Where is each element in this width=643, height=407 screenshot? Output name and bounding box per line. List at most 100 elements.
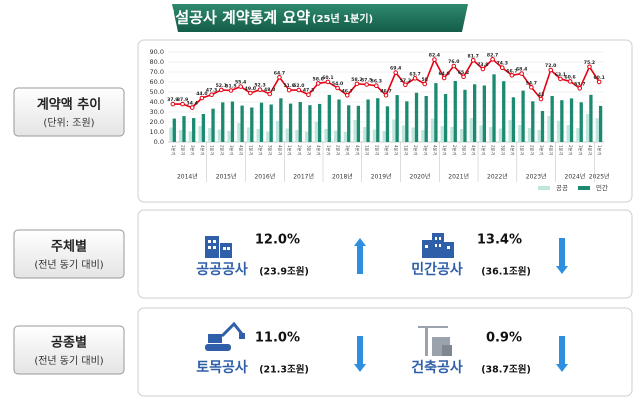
total-marker xyxy=(267,91,273,97)
data-label: 52.0 xyxy=(293,83,304,89)
chart-panel xyxy=(137,39,633,203)
down-arrow xyxy=(556,238,568,274)
up-arrow xyxy=(354,238,366,274)
item-change: 11.0% xyxy=(255,331,300,346)
x-tick-label: 4분기 xyxy=(393,145,400,156)
total-marker xyxy=(529,85,534,90)
bar xyxy=(411,127,415,142)
bar xyxy=(372,129,377,142)
total-marker xyxy=(257,87,263,92)
total-marker xyxy=(277,75,282,80)
year-label: 2025년 xyxy=(589,173,610,181)
bar xyxy=(508,120,512,142)
bar xyxy=(266,131,270,142)
bar xyxy=(595,118,599,142)
section-label: 계약액 추이 (단위: 조원) xyxy=(13,87,125,137)
data-label: 54.7 xyxy=(526,80,537,86)
total-marker xyxy=(228,88,234,93)
bar xyxy=(314,121,318,142)
year-label: 2017년 xyxy=(293,173,314,181)
bar xyxy=(198,126,202,142)
bar xyxy=(550,96,554,142)
y-tick-label: 20.0 xyxy=(150,118,164,126)
bar xyxy=(405,101,409,142)
bar xyxy=(489,127,493,142)
x-tick-label: 1분기 xyxy=(557,145,564,156)
bar xyxy=(414,92,419,142)
item-change: 12.0% xyxy=(255,233,300,248)
bar xyxy=(376,98,380,142)
total-marker xyxy=(189,105,195,110)
bar xyxy=(492,74,496,142)
title-banner xyxy=(172,4,468,32)
bar xyxy=(192,118,196,142)
x-tick-label: 1분기 xyxy=(480,145,487,156)
data-label: 82.7 xyxy=(487,52,498,58)
x-tick-label: 3분기 xyxy=(499,145,506,156)
label-box xyxy=(13,325,125,375)
item-change: 13.4% xyxy=(477,233,522,248)
bar xyxy=(211,108,215,142)
total-marker xyxy=(441,75,447,81)
bar xyxy=(395,95,399,142)
bar xyxy=(201,114,206,142)
bar xyxy=(460,129,464,142)
data-label: 47.3 xyxy=(303,88,314,94)
bar xyxy=(537,130,541,142)
item-name: 공공공사 xyxy=(196,262,248,278)
x-tick-label: 4분기 xyxy=(354,145,361,156)
data-label: 63.7 xyxy=(409,71,420,77)
x-tick-label: 2분기 xyxy=(528,145,535,156)
total-marker xyxy=(296,87,302,93)
data-label: 76.0 xyxy=(448,59,459,65)
bar xyxy=(366,99,370,142)
bar xyxy=(463,89,467,142)
section-subtitle: (전년 동기 대비) xyxy=(34,259,103,271)
bar xyxy=(498,128,503,142)
bar xyxy=(356,105,361,142)
apartment-icon xyxy=(422,233,454,258)
y-tick-label: 90.0 xyxy=(150,48,164,56)
legend-swatch xyxy=(538,186,550,190)
item-amount: (23.9조원) xyxy=(259,266,309,278)
legend-label: 공공 xyxy=(556,184,568,192)
bar xyxy=(327,94,331,142)
bar xyxy=(589,94,593,142)
bar xyxy=(237,123,241,142)
x-tick-label: 3분기 xyxy=(461,145,468,156)
total-marker xyxy=(286,87,292,93)
bar xyxy=(343,132,348,142)
bar xyxy=(347,105,351,142)
bar xyxy=(172,118,176,142)
x-tick-label: 4분기 xyxy=(548,145,555,156)
bar xyxy=(469,118,474,142)
total-marker xyxy=(218,87,224,93)
x-tick-label: 3분기 xyxy=(344,145,351,156)
subtitle: (25년 1분기) xyxy=(312,12,373,25)
year-label: 2021년 xyxy=(448,173,469,181)
x-tick-label: 2분기 xyxy=(373,145,380,156)
total-marker xyxy=(519,71,524,76)
label-box xyxy=(13,87,125,137)
year-label: 2020년 xyxy=(410,173,431,181)
x-tick-label: 3분기 xyxy=(228,145,235,156)
bar xyxy=(337,99,341,142)
x-tick-label: 4분기 xyxy=(238,145,245,156)
data-label: 73.0 xyxy=(477,62,488,68)
bar xyxy=(450,127,454,142)
bar xyxy=(424,96,428,142)
label-box xyxy=(13,229,125,279)
x-tick-label: 2분기 xyxy=(335,145,342,156)
data-label: 52.1 xyxy=(216,83,227,89)
year-label: 2019년 xyxy=(371,173,392,181)
data-label: 60.1 xyxy=(593,75,604,81)
bar xyxy=(385,106,390,142)
x-tick-label: 1분기 xyxy=(519,145,526,156)
total-marker xyxy=(422,81,428,87)
x-tick-label: 1분기 xyxy=(247,145,254,156)
total-marker xyxy=(248,90,253,96)
total-marker xyxy=(509,73,515,78)
data-label: 56.3 xyxy=(371,79,382,85)
data-label: 52.3 xyxy=(254,83,265,89)
x-tick-label: 1분기 xyxy=(209,145,216,156)
